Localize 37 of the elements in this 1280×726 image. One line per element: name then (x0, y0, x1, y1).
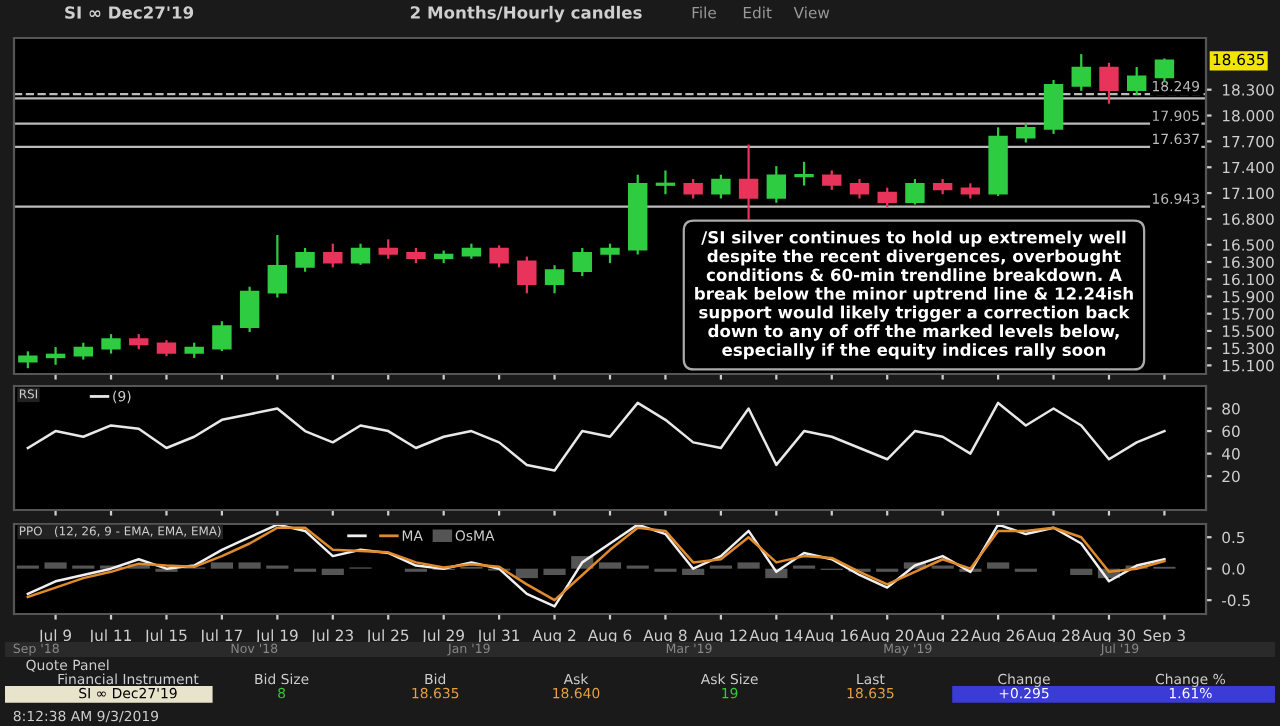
bar (987, 562, 1010, 569)
bar (543, 568, 566, 575)
candlestick (655, 170, 676, 195)
text: 2 Months/Hourly candles (410, 5, 642, 23)
candlestick (239, 286, 260, 333)
candlestick (1099, 62, 1119, 104)
candlestick (1043, 79, 1064, 134)
candlestick (711, 174, 731, 199)
candlestick (1154, 58, 1175, 83)
candlestick (544, 265, 565, 294)
line-series (26, 401, 1166, 472)
candlestick (267, 235, 288, 298)
bar (515, 568, 538, 579)
candlestick (572, 247, 592, 277)
candlestick (489, 245, 509, 268)
candlestick (738, 144, 759, 221)
candlestick (1071, 54, 1091, 91)
candlestick (212, 321, 232, 351)
candlestick (766, 166, 787, 203)
candlestick (794, 161, 814, 186)
candlestick (517, 256, 537, 294)
candlestick (45, 347, 66, 365)
candlestick (905, 179, 925, 205)
bar (737, 562, 760, 569)
bar (682, 568, 705, 575)
annotation: /SI silver continues to hold up extremely well despite the recent divergences, overbought conditions & 60-min trendline breakdown. A break below the minor uptrend line & 12.24ish support would likely trigger a correction back down to any of off the marked levels below, especially if the equity indices rally soon (695, 230, 1133, 360)
bar (238, 562, 261, 569)
text: SI ∞ Dec27'19 (65, 6, 194, 19)
bar (598, 562, 622, 569)
candlestick (350, 243, 371, 265)
candlestick (295, 247, 315, 272)
bar (321, 568, 344, 575)
bar (44, 562, 67, 569)
candlestick (1126, 67, 1147, 96)
candlestick (323, 243, 343, 268)
bar (1070, 568, 1093, 575)
bar (210, 562, 233, 569)
